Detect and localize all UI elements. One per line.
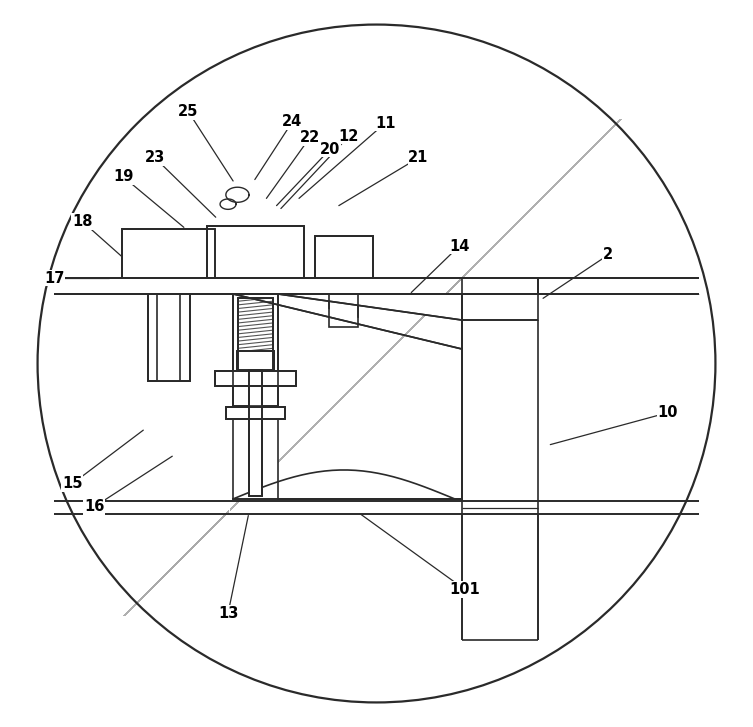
- Bar: [226, 407, 285, 419]
- Bar: [154, 278, 183, 294]
- Bar: [238, 297, 273, 370]
- Bar: [207, 226, 304, 278]
- Text: 17: 17: [44, 270, 65, 286]
- Text: 15: 15: [62, 476, 83, 491]
- Bar: [249, 370, 262, 496]
- Polygon shape: [54, 501, 230, 514]
- Bar: [329, 294, 358, 326]
- Bar: [238, 297, 273, 370]
- Bar: [157, 294, 180, 381]
- Bar: [315, 236, 373, 278]
- Bar: [226, 407, 285, 419]
- Text: 10: 10: [657, 405, 678, 420]
- Polygon shape: [280, 294, 699, 640]
- Bar: [462, 278, 538, 320]
- Bar: [207, 226, 304, 278]
- Bar: [148, 294, 190, 381]
- Bar: [215, 371, 296, 386]
- Bar: [122, 229, 215, 278]
- Bar: [236, 294, 275, 406]
- Bar: [329, 294, 358, 326]
- Text: 2: 2: [603, 247, 613, 262]
- Bar: [122, 229, 215, 278]
- Text: 22: 22: [300, 130, 320, 145]
- Bar: [226, 407, 285, 419]
- Polygon shape: [278, 294, 462, 320]
- Bar: [207, 226, 304, 278]
- Bar: [233, 294, 278, 406]
- Text: 101: 101: [450, 582, 480, 597]
- Bar: [238, 297, 273, 370]
- Bar: [236, 351, 274, 371]
- Text: 11: 11: [375, 116, 395, 131]
- Text: 12: 12: [339, 129, 359, 144]
- Bar: [249, 370, 262, 496]
- Bar: [148, 294, 190, 381]
- Text: 14: 14: [449, 238, 469, 254]
- Bar: [315, 236, 373, 278]
- Bar: [122, 229, 215, 278]
- Bar: [236, 351, 274, 371]
- Text: 25: 25: [178, 104, 198, 119]
- Bar: [233, 294, 278, 406]
- Bar: [233, 294, 278, 406]
- Text: 19: 19: [113, 169, 133, 184]
- Bar: [315, 236, 373, 278]
- Bar: [215, 371, 296, 386]
- Text: 21: 21: [408, 150, 428, 165]
- Text: 13: 13: [218, 606, 238, 621]
- Bar: [236, 351, 274, 371]
- Text: 24: 24: [282, 114, 303, 129]
- Bar: [331, 278, 357, 294]
- Bar: [249, 370, 262, 496]
- Text: 16: 16: [84, 499, 104, 515]
- Text: 18: 18: [72, 214, 93, 229]
- Bar: [148, 294, 190, 381]
- Bar: [239, 277, 272, 294]
- Text: 20: 20: [320, 142, 340, 156]
- Polygon shape: [233, 294, 462, 501]
- Bar: [215, 371, 296, 386]
- Text: 23: 23: [145, 150, 165, 165]
